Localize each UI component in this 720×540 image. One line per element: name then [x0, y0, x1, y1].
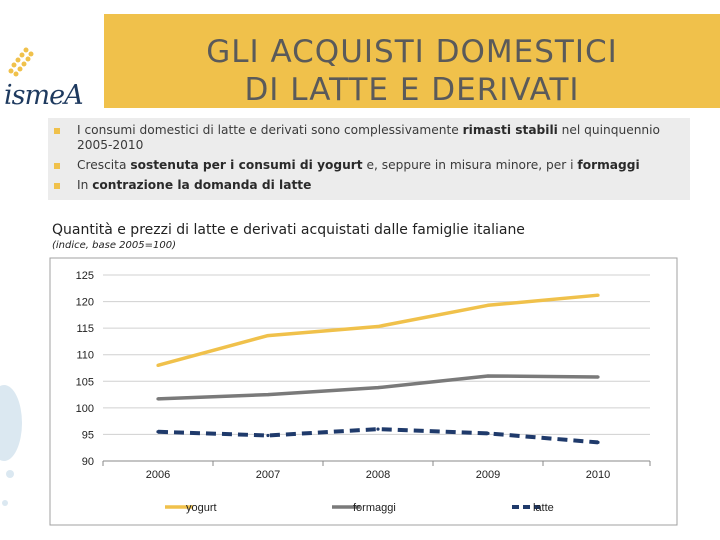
- bullet-marker: [54, 183, 60, 189]
- chart-title: Quantità e prezzi di latte e derivati ac…: [52, 222, 525, 238]
- chart-subtitle: (indice, base 2005=100): [52, 240, 176, 251]
- data-point-yogurt: [266, 333, 270, 338]
- bullet-emphasis: contrazione la domanda di latte: [92, 178, 312, 192]
- x-tick-label: 2007: [256, 469, 280, 481]
- data-point-yogurt: [156, 363, 160, 367]
- legend-label-formaggi: formaggi: [353, 502, 396, 514]
- y-tick-label: 95: [82, 429, 94, 441]
- y-tick-label: 115: [76, 323, 94, 335]
- page-title-line-1: GLI ACQUISTI DOMESTICI: [206, 34, 618, 70]
- logo-text: ismeA: [4, 80, 84, 111]
- data-point-yogurt: [486, 303, 490, 307]
- bullet-text: e, seppure in misura minore, per i: [362, 158, 578, 172]
- bullet-emphasis: sostenuta per i consumi di yogurt: [130, 158, 363, 172]
- y-tick-label: 125: [76, 270, 94, 282]
- y-tick-label: 110: [76, 350, 94, 362]
- x-tick-label: 2010: [586, 469, 610, 481]
- decorative-circle: [0, 385, 22, 461]
- decorative-dot: [6, 470, 14, 478]
- y-tick-label: 100: [76, 403, 94, 415]
- data-point-latte: [376, 427, 380, 431]
- data-point-latte: [156, 430, 160, 434]
- title-banner: GLI ACQUISTI DOMESTICI DI LATTE E DERIVA…: [104, 14, 720, 108]
- bullet-text: Crescita: [77, 158, 131, 172]
- series-line-latte: [157, 427, 599, 445]
- y-tick-label: 120: [76, 297, 94, 309]
- decorative-dot: [2, 500, 8, 506]
- bullet-text: I consumi domestici di latte e derivati …: [77, 123, 463, 137]
- ismea-logo: ismeA: [4, 46, 100, 111]
- y-tick-label: 105: [76, 376, 94, 388]
- chart-frame: [49, 257, 678, 526]
- y-tick-label: 90: [82, 456, 94, 468]
- page-title-line-2: DI LATTE E DERIVATI: [244, 72, 580, 108]
- data-point-formaggi: [486, 374, 490, 378]
- data-point-latte: [266, 433, 270, 438]
- bullet-list: I consumi domestici di latte e derivati …: [48, 118, 690, 200]
- bullet-marker: [54, 128, 60, 134]
- bullet-emphasis: formaggi: [577, 158, 640, 172]
- bullet-marker: [54, 163, 60, 169]
- x-tick-label: 2006: [146, 469, 170, 481]
- data-point-yogurt: [376, 324, 380, 329]
- data-point-formaggi: [376, 386, 380, 390]
- data-point-latte: [596, 440, 600, 444]
- plot-area: 90 95 100 105 110 115 120 125 2006 2007 2008 2009 20…: [76, 270, 651, 514]
- bullet-text: nel quinquennio 2005-2010: [77, 123, 660, 152]
- legend-label-latte: latte: [533, 502, 554, 514]
- bullet-text: In: [77, 178, 93, 192]
- legend-label-yogurt: yogurt: [186, 502, 217, 514]
- bullet-emphasis: rimasti stabili: [462, 123, 558, 137]
- data-point-formaggi: [266, 392, 270, 397]
- data-point-yogurt: [596, 293, 600, 297]
- data-point-formaggi: [156, 397, 160, 401]
- data-point-formaggi: [596, 375, 600, 379]
- wheat-icon: [8, 47, 34, 77]
- x-tick-label: 2009: [476, 469, 500, 481]
- x-tick-label: 2008: [366, 469, 390, 481]
- data-point-latte: [486, 431, 490, 435]
